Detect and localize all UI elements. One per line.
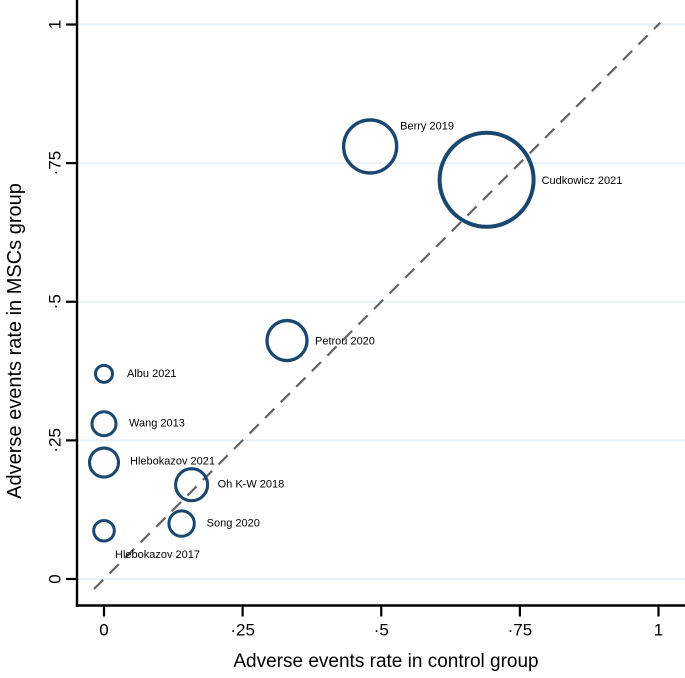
- y-axis-title: Adverse events rate in MSCs group: [4, 183, 26, 499]
- y-tick-label-·25: ·25: [46, 428, 65, 453]
- x-tick-label-·25: ·25: [230, 621, 255, 640]
- y-tick-label-·75: ·75: [46, 151, 65, 176]
- bubble-label-wang-2013: Wang 2013: [129, 418, 185, 430]
- bubble-label-song-2020: Song 2020: [207, 518, 260, 530]
- bubble-label-hlebokazov-2017: Hlebokazov 2017: [115, 549, 200, 561]
- data-points: Berry 2019 Cudkowicz 2021 Petrou 2020 Albu …: [87, 118, 623, 561]
- identity-line: [93, 22, 661, 590]
- x-axis-title: Adverse events rate in control group: [233, 651, 538, 672]
- y-tick-label-0: 0: [46, 574, 65, 583]
- bubble-wang-2013: [90, 410, 118, 438]
- axes: 0 ·25 ·5 ·75 1 0 ·25 ·5 ·75 1: [46, 0, 685, 640]
- y-tick-label-·5: ·5: [46, 294, 65, 309]
- bubble-albu-2021: [94, 363, 114, 384]
- y-tick-label-1: 1: [46, 20, 65, 29]
- x-tick-label-·5: ·5: [374, 621, 389, 640]
- bubble-song-2020: [167, 509, 196, 538]
- bubble-cudkowicz-2021: [437, 130, 536, 229]
- x-tick-label-0: 0: [99, 621, 108, 640]
- bubble-oh-k-w-2018: [174, 467, 210, 503]
- bubble-label-cudkowicz-2021: Cudkowicz 2021: [542, 175, 623, 187]
- x-tick-label-·75: ·75: [508, 621, 533, 640]
- bubble-petrou-2020: [265, 318, 309, 363]
- bubble-label-hlebokazov-2021: Hlebokazov 2021: [130, 456, 215, 468]
- identity-line-layer: [93, 22, 661, 590]
- bubble-hlebokazov-2021: [87, 446, 121, 479]
- x-tick-label-1: 1: [654, 621, 663, 640]
- bubble-label-albu-2021: Albu 2021: [127, 368, 177, 380]
- bubble-label-petrou-2020: Petrou 2020: [315, 336, 375, 348]
- bubble-label-oh-k-w-2018: Oh K-W 2018: [218, 479, 285, 491]
- bubble-berry-2019: [341, 118, 399, 175]
- bubble-hlebokazov-2017: [92, 518, 116, 543]
- bubble-label-berry-2019: Berry 2019: [400, 120, 454, 132]
